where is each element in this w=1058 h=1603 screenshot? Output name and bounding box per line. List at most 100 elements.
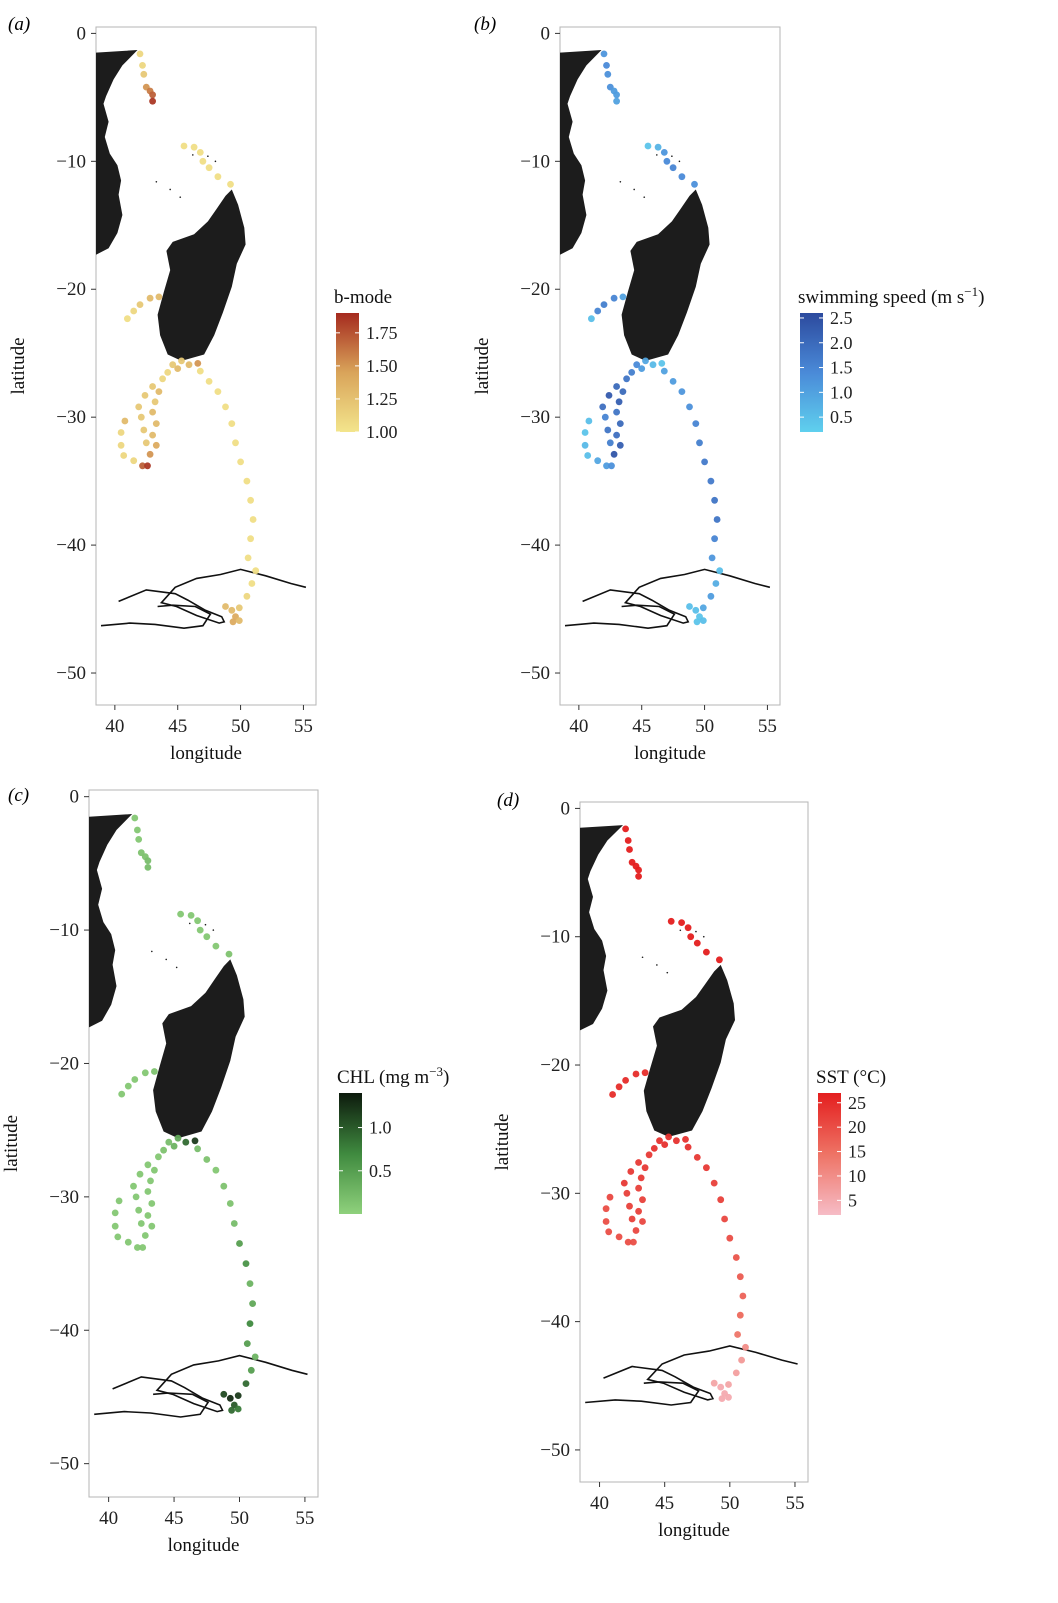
- track-point: [237, 458, 245, 466]
- track-point: [600, 50, 608, 58]
- track-point: [623, 1189, 631, 1197]
- track-point: [246, 1320, 254, 1327]
- track-point: [725, 1393, 732, 1401]
- track-point: [721, 1215, 728, 1223]
- track-point: [222, 403, 229, 411]
- track-point: [654, 143, 662, 151]
- track-point: [141, 392, 149, 399]
- y-tick-label: −40: [56, 535, 86, 556]
- track-point: [174, 1134, 182, 1142]
- y-tick-label: −10: [540, 927, 570, 948]
- track-point: [228, 606, 236, 614]
- track-point: [111, 1209, 119, 1217]
- track-point: [174, 365, 182, 372]
- track-point: [144, 1161, 152, 1169]
- plot-border: [579, 801, 809, 1483]
- y-tick-label: −30: [520, 407, 550, 428]
- track-point: [616, 420, 624, 427]
- track-point: [669, 164, 677, 172]
- track-point: [144, 864, 152, 871]
- color-legend: CHL (mg m−3) 1.0 0.5: [337, 1064, 449, 1214]
- track-point: [635, 866, 642, 874]
- track-point: [620, 1179, 628, 1187]
- track-point: [707, 477, 715, 485]
- legend-tick-label: 0.5: [369, 1161, 392, 1181]
- y-tick-label: −20: [56, 279, 86, 300]
- track-point: [182, 1138, 190, 1146]
- legend-tick-label: 1.75: [366, 323, 398, 343]
- track-point: [121, 417, 129, 425]
- track-point: [152, 441, 160, 449]
- plot-border: [559, 26, 781, 706]
- track-point: [235, 604, 243, 612]
- track-point: [199, 157, 207, 165]
- legend-title: SST (°C): [816, 1067, 886, 1088]
- track-point: [130, 307, 138, 315]
- islet: [155, 180, 158, 183]
- chart-panel-2: (b) 40 45 50 55 0 −10 −20 −30 −40 −50 longitude lati…: [472, 14, 984, 764]
- track-point: [252, 567, 260, 575]
- track-point: [711, 496, 718, 504]
- track-point: [151, 1166, 158, 1174]
- track-point: [650, 1145, 658, 1152]
- islet: [695, 930, 697, 933]
- track-point: [141, 1232, 149, 1239]
- track-point: [136, 1170, 144, 1178]
- islet: [656, 154, 658, 156]
- legend-tick-label: 1.5: [830, 358, 853, 378]
- track-point: [140, 70, 148, 78]
- plot-border: [88, 789, 319, 1498]
- track-point: [606, 439, 614, 447]
- track-point: [190, 143, 198, 151]
- track-point: [602, 1205, 610, 1213]
- front-contour-lower: [585, 1381, 700, 1406]
- y-tick-label: 0: [77, 23, 87, 44]
- track-point: [739, 1292, 747, 1300]
- track-point: [137, 413, 145, 421]
- track-point: [641, 1069, 649, 1077]
- africa-landmass: [560, 50, 602, 255]
- track-point: [149, 97, 157, 105]
- color-legend: SST (°C) 25 20 15 10 5: [816, 1067, 886, 1215]
- track-point: [251, 1353, 259, 1361]
- track-point: [194, 1145, 202, 1153]
- track-point: [639, 1196, 646, 1204]
- track-point: [196, 926, 204, 934]
- track-point: [226, 1200, 234, 1207]
- y-axis-title: latitude: [1, 1115, 22, 1172]
- track-point: [703, 948, 710, 956]
- islet: [179, 196, 182, 198]
- track-point: [717, 1196, 725, 1204]
- track-point: [246, 1280, 254, 1287]
- track-point: [633, 361, 641, 369]
- track-point: [692, 606, 700, 614]
- track-point: [686, 403, 693, 411]
- x-tick-label: 40: [590, 1493, 609, 1514]
- track-point: [673, 1137, 680, 1145]
- track-point: [139, 62, 146, 69]
- track-point: [131, 814, 139, 822]
- front-contour-lower: [564, 604, 676, 630]
- islet: [188, 922, 191, 925]
- track-point: [734, 1331, 741, 1338]
- track-point: [139, 1244, 147, 1251]
- track-point: [142, 439, 150, 447]
- track-point: [220, 1182, 228, 1190]
- track-point: [117, 429, 125, 436]
- track-point: [687, 933, 695, 941]
- track-point: [682, 1136, 689, 1143]
- track-point: [619, 388, 627, 395]
- track-point: [732, 1254, 740, 1261]
- panel-label: (a): [8, 14, 30, 35]
- track-point: [658, 360, 666, 367]
- madagascar-landmass: [643, 964, 735, 1137]
- plot-border: [95, 26, 317, 706]
- track-point: [149, 383, 157, 390]
- track-point: [605, 1228, 613, 1236]
- track-point: [152, 420, 160, 427]
- track-point: [124, 1082, 132, 1090]
- track-point: [155, 1153, 162, 1161]
- track-point: [137, 1220, 145, 1227]
- track-point: [635, 1184, 642, 1192]
- track-point: [632, 1070, 640, 1078]
